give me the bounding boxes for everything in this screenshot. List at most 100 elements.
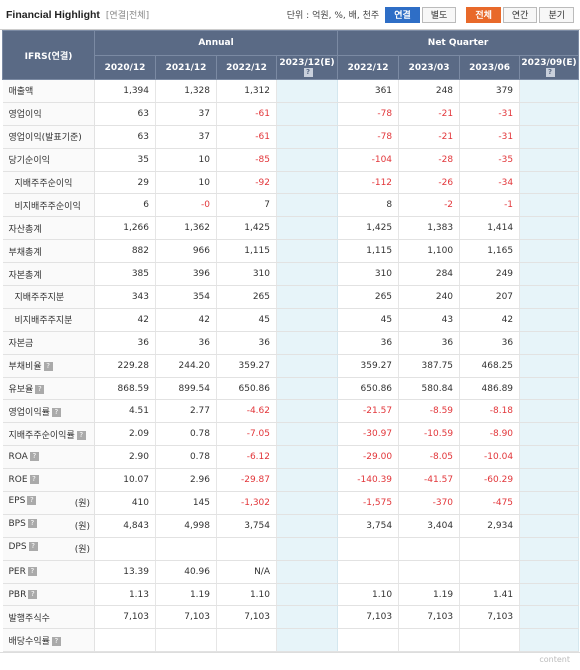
table-cell: 265 [337, 285, 400, 309]
table-cell: 1,328 [155, 79, 217, 103]
table-cell: -41.57 [398, 468, 461, 493]
table-cell: -8.05 [398, 445, 461, 470]
table-cell: -1,302 [216, 491, 277, 515]
table-cell: N/A [216, 560, 277, 584]
table-cell: -60.29 [459, 468, 521, 493]
row-label: 자산총계 [2, 216, 95, 241]
table-cell [398, 560, 461, 584]
help-icon[interactable]: ? [28, 542, 38, 552]
help-icon[interactable]: ? [43, 362, 53, 372]
table-cell: -26 [398, 171, 461, 195]
table-cell [94, 537, 156, 561]
table-cell [519, 148, 580, 172]
table-cell [216, 628, 277, 653]
table-row: PER? 13.39 40.96 N/A [2, 560, 580, 584]
help-icon[interactable]: ? [29, 475, 39, 485]
help-icon[interactable]: ? [76, 430, 86, 440]
row-label: PER? [2, 560, 95, 584]
table-cell: 1,383 [398, 216, 461, 241]
table-row: 발행주식수 7,103 7,103 7,103 7,103 7,103 7,103 [2, 605, 580, 630]
table-row: 자본총계 385 396 310 310 284 249 [2, 262, 580, 287]
table-cell: 145 [155, 491, 217, 515]
table-cell: 1,414 [459, 216, 521, 241]
table-cell [519, 239, 580, 264]
table-cell: 36 [398, 331, 461, 355]
table-row: 영업이익률? 4.51 2.77 -4.62 -21.57 -8.59 -8.18 [2, 399, 580, 424]
help-icon[interactable]: ? [303, 67, 313, 77]
table-cell: -31 [459, 125, 521, 149]
table-cell: -35 [459, 148, 521, 172]
table-cell [519, 399, 580, 424]
row-label: 영업이익률? [2, 399, 95, 424]
table-cell: 63 [94, 125, 156, 149]
financial-table: IFRS(연결) Annual Net Quarter 2020/12 2021/… [2, 30, 580, 653]
period-annual-button[interactable]: 연간 [502, 6, 538, 23]
table-cell: -21.57 [337, 399, 400, 424]
row-label: 유보율? [2, 377, 95, 401]
table-cell [276, 491, 339, 515]
table-cell [519, 491, 580, 515]
table-cell: -112 [337, 171, 400, 195]
table-cell [519, 193, 580, 218]
table-cell: 387.75 [398, 354, 461, 378]
table-cell: 361 [337, 79, 400, 103]
table-cell: 580.84 [398, 377, 461, 401]
table-cell: -31 [459, 102, 521, 126]
table-cell [155, 537, 217, 561]
help-icon[interactable]: ? [27, 566, 37, 576]
table-cell: 248 [398, 79, 461, 103]
table-cell [519, 605, 580, 630]
table-cell: 43 [398, 308, 461, 332]
column-header: 2023/03 [398, 55, 461, 80]
table-cell: 42 [459, 308, 521, 332]
table-row: 부채비율? 229.28 244.20 359.27 359.27 387.75 468.2… [2, 354, 580, 378]
help-icon[interactable]: ? [545, 67, 555, 77]
table-row: DPS? (원) [2, 537, 580, 561]
help-icon[interactable]: ? [27, 496, 37, 506]
table-cell: -8.90 [459, 422, 521, 447]
table-cell: 4,998 [155, 514, 217, 538]
table-cell [459, 628, 521, 653]
scope-consolidated-button[interactable]: 연결 [385, 6, 420, 23]
period-quarter-button[interactable]: 분기 [539, 6, 574, 23]
help-icon[interactable]: ? [51, 636, 61, 646]
table-cell: 1,115 [216, 239, 277, 264]
table-row: ROE? 10.07 2.96 -29.87 -140.39 -41.57 -60.29 [2, 468, 580, 493]
table-cell: 2.90 [94, 445, 156, 470]
row-label: 발행주식수 [2, 605, 95, 630]
column-header: 2023/06 [459, 55, 521, 80]
table-cell [276, 331, 339, 355]
table-cell [276, 285, 339, 309]
help-icon[interactable]: ? [51, 407, 61, 417]
row-label: EPS? (원) [2, 491, 95, 515]
table-row: 유보율? 868.59 899.54 650.86 650.86 580.84 486.89 [2, 377, 580, 401]
table-cell: 13.39 [94, 560, 156, 584]
table-cell: 882 [94, 239, 156, 264]
row-label: 매출액 [2, 79, 95, 103]
table-cell: -29.00 [337, 445, 400, 470]
table-cell: -8.59 [398, 399, 461, 424]
scope-separate-button[interactable]: 별도 [421, 6, 457, 23]
table-cell: 42 [155, 308, 217, 332]
period-all-button[interactable]: 전체 [466, 6, 501, 23]
table-cell: 7,103 [398, 605, 461, 630]
table-cell: 36 [459, 331, 521, 355]
table-cell: 10.07 [94, 468, 156, 493]
table-cell: -61 [216, 102, 277, 126]
help-icon[interactable]: ? [28, 589, 38, 599]
table-cell [276, 377, 339, 401]
table-cell: 385 [94, 262, 156, 287]
table-cell [337, 560, 400, 584]
help-icon[interactable]: ? [27, 519, 37, 529]
help-icon[interactable]: ? [29, 452, 39, 462]
table-row: BPS? (원) 4,843 4,998 3,754 3,754 3,404 2,934 [2, 514, 580, 538]
table-row: 자산총계 1,266 1,362 1,425 1,425 1,383 1,414 [2, 216, 580, 241]
table-cell: 35 [94, 148, 156, 172]
table-cell [276, 514, 339, 538]
table-cell: 3,754 [337, 514, 400, 538]
table-cell [276, 560, 339, 584]
table-cell: 1,100 [398, 239, 461, 264]
table-row: 비지배주주지분 42 42 45 45 43 42 [2, 308, 580, 332]
help-icon[interactable]: ? [35, 385, 45, 395]
table-cell: -2 [398, 193, 461, 218]
